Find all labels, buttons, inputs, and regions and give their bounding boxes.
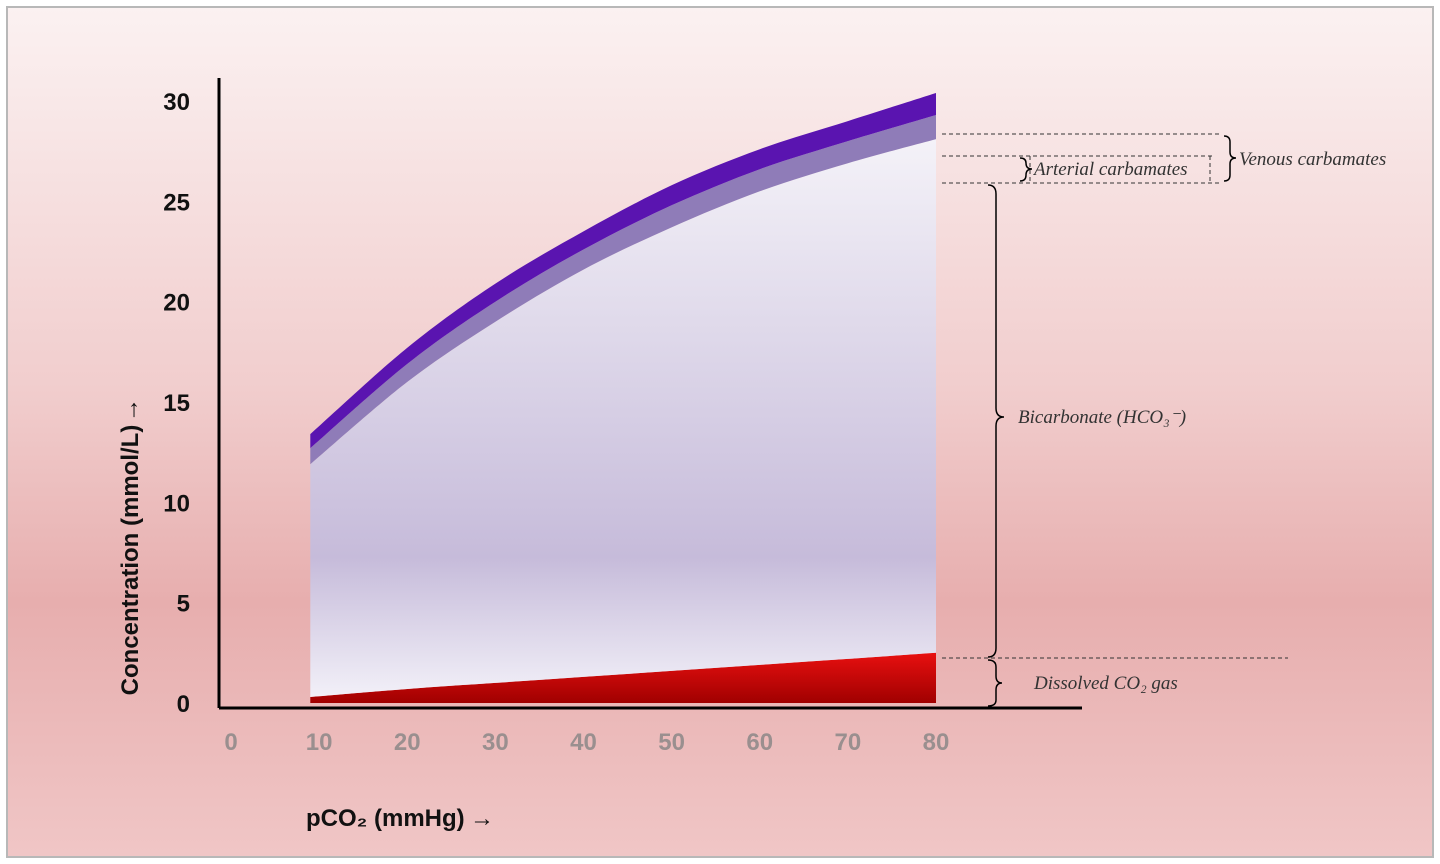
x-tick-label: 80 bbox=[923, 729, 950, 756]
area-venous-carbamates bbox=[310, 93, 936, 449]
x-tick-label: 30 bbox=[482, 729, 509, 756]
label-arterial-carbamates: Arterial carbamates bbox=[1032, 159, 1188, 180]
label-venous-carbamates: Venous carbamates bbox=[1239, 149, 1386, 170]
y-axis-arrow: → bbox=[117, 398, 144, 422]
x-axis-title: pCO₂ (mmHg) bbox=[306, 805, 465, 832]
y-axis-title: Concentration (mmol/L) bbox=[117, 425, 144, 696]
annotation-braces bbox=[987, 135, 1237, 707]
y-tick-label: 5 bbox=[177, 591, 190, 618]
x-tick-label: 10 bbox=[306, 729, 333, 756]
annotation-guides bbox=[942, 133, 1288, 659]
label-bicarbonate: Bicarbonate (HCO₃⁻) bbox=[1018, 407, 1186, 428]
brace-arterial bbox=[1019, 157, 1033, 182]
label-dissolved-co2: Dissolved CO₂ gas bbox=[1033, 673, 1178, 694]
x-tick-label: 60 bbox=[746, 729, 773, 756]
brace-dissolved bbox=[987, 659, 1003, 707]
x-axis-arrow: → bbox=[470, 805, 494, 832]
area-bicarbonate bbox=[310, 139, 936, 698]
y-tick-label: 20 bbox=[163, 290, 190, 317]
y-tick-labels: 0 5 10 15 20 25 30 bbox=[163, 89, 190, 718]
y-tick-label: 25 bbox=[163, 189, 190, 216]
x-tick-label: 50 bbox=[658, 729, 685, 756]
x-tick-label: 40 bbox=[570, 729, 597, 756]
x-tick-label: 20 bbox=[394, 729, 421, 756]
y-tick-label: 10 bbox=[163, 490, 190, 517]
area-arterial-carbamates bbox=[310, 115, 936, 465]
x-tick-label: 0 bbox=[224, 729, 237, 756]
y-tick-label: 0 bbox=[177, 691, 190, 718]
y-tick-label: 30 bbox=[163, 89, 190, 116]
brace-venous bbox=[1223, 135, 1237, 182]
area-dissolved-co2 bbox=[310, 652, 936, 703]
y-tick-label: 15 bbox=[163, 390, 190, 417]
stacked-areas bbox=[310, 93, 936, 703]
brace-bicarbonate bbox=[987, 184, 1005, 658]
x-tick-labels: 0 10 20 30 40 50 60 70 80 bbox=[224, 729, 949, 756]
x-tick-label: 70 bbox=[835, 729, 862, 756]
